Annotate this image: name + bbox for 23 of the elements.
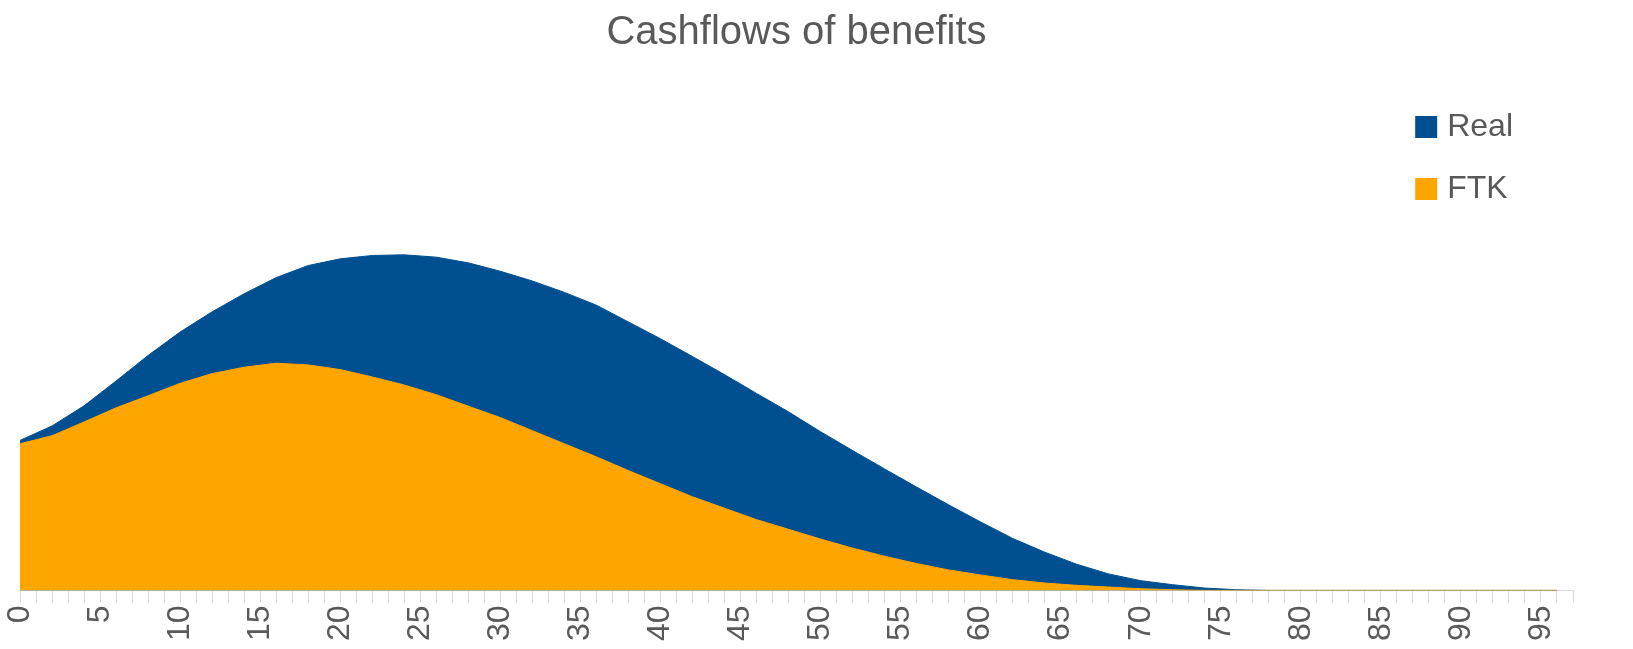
- x-tick-label: 20: [320, 605, 357, 641]
- x-tick-label: 35: [560, 605, 597, 641]
- x-tick-label: 55: [880, 605, 917, 641]
- x-tick-label: 5: [79, 605, 116, 624]
- x-tick-label: 70: [1120, 605, 1157, 641]
- legend-label: Real: [1447, 106, 1513, 143]
- x-tick-label: 90: [1440, 605, 1477, 641]
- x-tick-label: 45: [720, 605, 757, 641]
- x-tick-label: 25: [400, 605, 437, 641]
- x-tick-label: 10: [159, 605, 196, 641]
- x-tick-label: 60: [960, 605, 997, 641]
- x-tick-label: 50: [800, 605, 837, 641]
- x-tick-label: 95: [1520, 605, 1557, 641]
- x-tick-label: 85: [1360, 605, 1397, 641]
- x-tick-label: 75: [1200, 605, 1237, 641]
- x-tick-label: 80: [1280, 605, 1317, 641]
- x-tick-label: 30: [480, 605, 517, 641]
- x-tick-label: 65: [1040, 605, 1077, 641]
- x-tick-label: 40: [640, 605, 677, 641]
- x-tick-label: 0: [0, 605, 36, 624]
- chart-title: Cashflows of benefits: [606, 8, 987, 53]
- x-tick-label: 15: [239, 605, 276, 641]
- legend-label: FTK: [1447, 168, 1508, 205]
